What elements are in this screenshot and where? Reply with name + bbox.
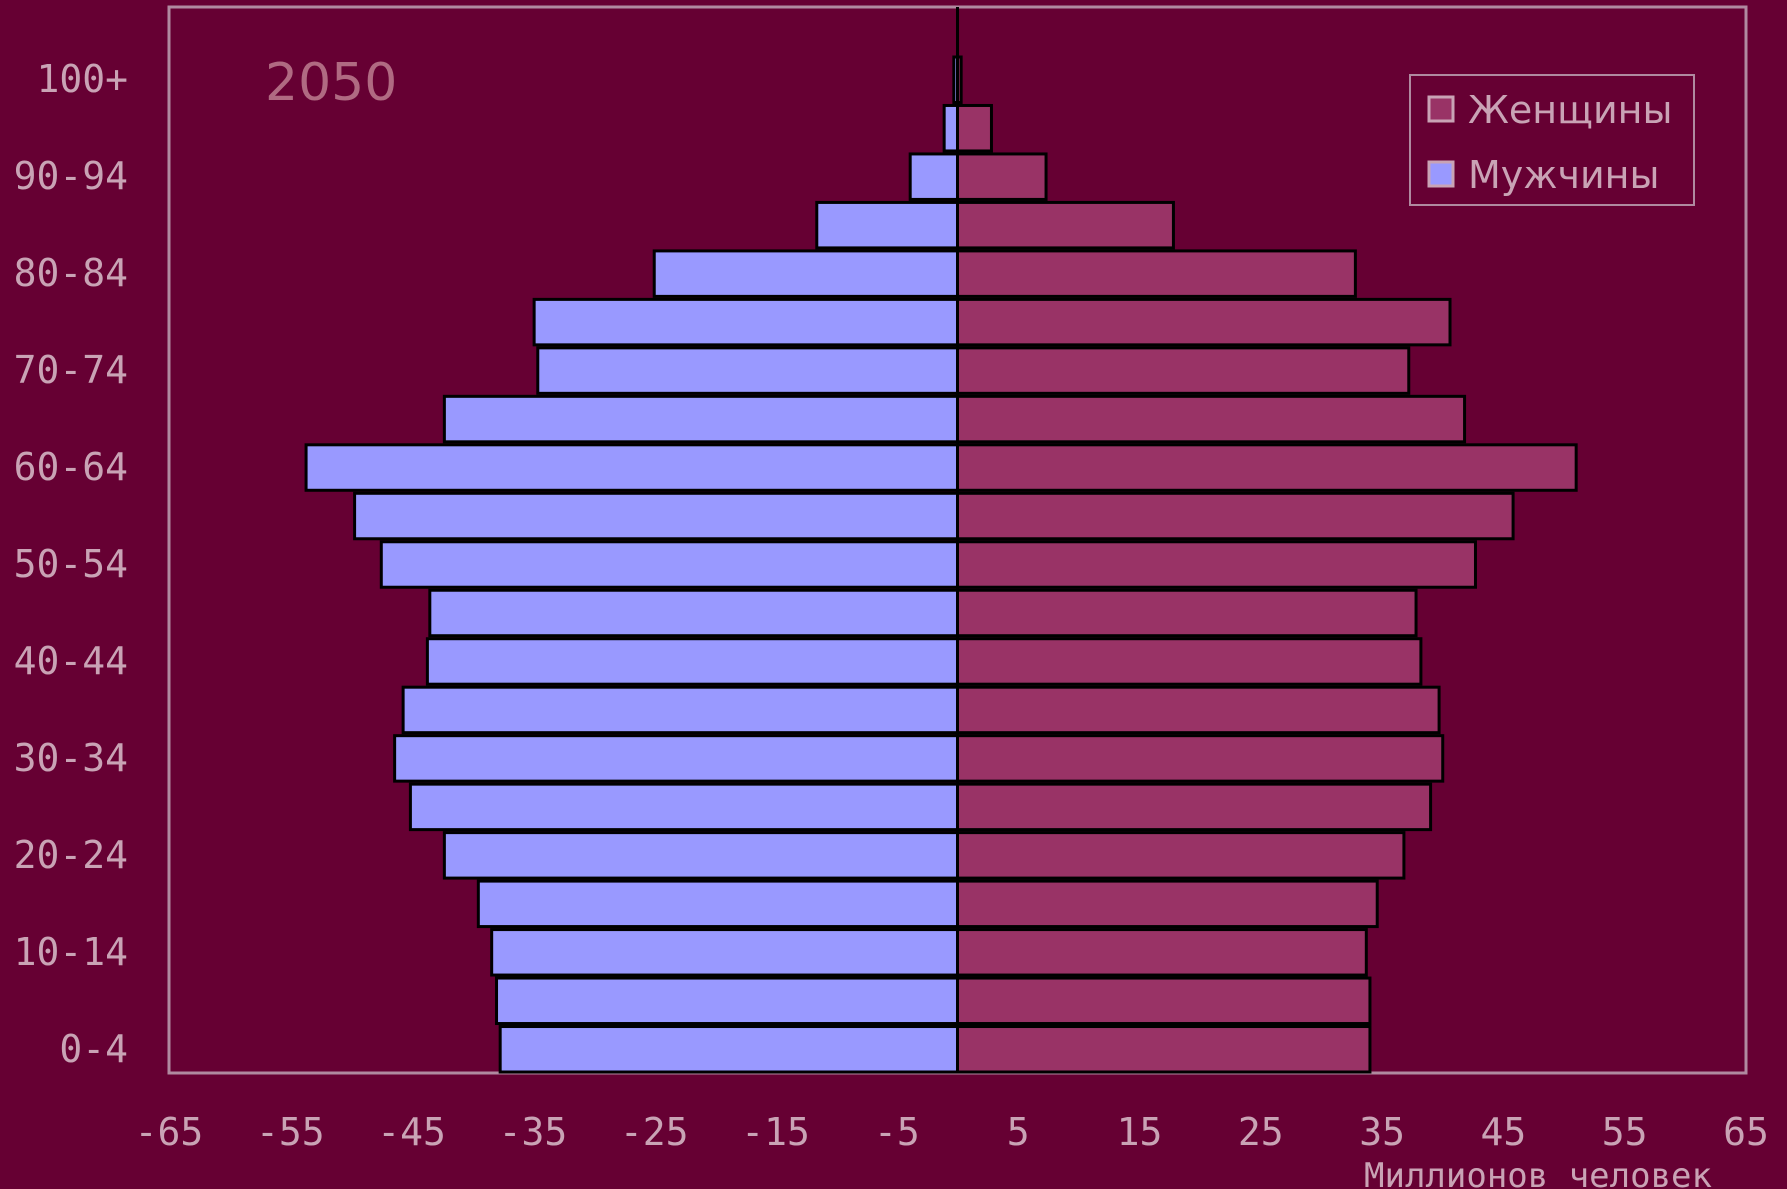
bar-men-50-54 <box>379 540 959 589</box>
y-tick-label: 40-44 <box>14 639 128 683</box>
bar-men-30-34 <box>393 734 959 783</box>
bar-women-0-4 <box>956 1025 1372 1074</box>
bar-men-80-84 <box>652 249 959 298</box>
legend-label-men: Мужчины <box>1468 153 1660 197</box>
bar-women-75-79 <box>956 297 1452 347</box>
x-tick-label: 15 <box>1117 1110 1163 1154</box>
y-tick-label: 90-94 <box>14 154 128 198</box>
legend-label-women: Женщины <box>1468 88 1673 132</box>
bar-men-10-14 <box>490 928 959 977</box>
x-tick-label: -5 <box>874 1110 920 1154</box>
bar-men-20-24 <box>442 831 959 880</box>
y-tick-label: 20-24 <box>14 833 128 877</box>
bars-layer <box>304 55 1578 1074</box>
bar-women-25-29 <box>956 782 1433 832</box>
y-tick-label: 100+ <box>36 57 128 101</box>
bar-women-60-64 <box>956 443 1578 492</box>
y-tick-labels: 0-4 10-14 20-24 30-34 40-44 50-54 60-64 70-74 80… <box>14 57 128 1071</box>
y-tick-label: 30-34 <box>14 736 128 780</box>
x-tick-label: -45 <box>377 1110 446 1154</box>
bar-women-50-54 <box>956 540 1477 589</box>
bar-women-20-24 <box>956 831 1406 880</box>
y-tick-label: 60-64 <box>14 445 128 489</box>
bar-men-15-19 <box>476 879 959 929</box>
bar-men-65-69 <box>442 394 959 444</box>
bar-men-35-39 <box>401 685 959 735</box>
bar-men-70-74 <box>536 346 959 395</box>
bar-men-75-79 <box>532 297 960 347</box>
bar-women-15-19 <box>956 879 1379 929</box>
bar-men-5-9 <box>495 976 959 1026</box>
legend-frame <box>1409 74 1695 206</box>
legend-swatch-men <box>1427 160 1455 188</box>
bar-women-40-44 <box>956 637 1423 686</box>
bar-women-10-14 <box>956 928 1368 977</box>
bar-women-65-69 <box>956 394 1467 444</box>
bar-women-90-94 <box>956 152 1048 201</box>
x-tick-label: -15 <box>741 1110 810 1154</box>
bar-men-95-99 <box>942 103 959 153</box>
y-tick-label: 10-14 <box>14 930 128 974</box>
bar-women-80-84 <box>956 249 1357 298</box>
bar-men-55-59 <box>353 491 959 541</box>
bar-women-70-74 <box>956 346 1411 395</box>
bar-men-90-94 <box>908 152 960 201</box>
bar-women-5-9 <box>956 976 1372 1026</box>
year-annotation: 2050 <box>265 53 397 113</box>
bar-women-95-99 <box>956 103 993 153</box>
bar-men-0-4 <box>498 1025 959 1074</box>
x-tick-label: 25 <box>1238 1110 1284 1154</box>
bar-men-25-29 <box>408 782 960 832</box>
bar-women-85-89 <box>956 200 1175 250</box>
x-tick-label: 45 <box>1481 1110 1527 1154</box>
bar-women-55-59 <box>956 491 1515 541</box>
legend: Женщины Мужчины <box>1409 74 1695 206</box>
x-axis-title: Миллионов человек <box>1364 1156 1712 1189</box>
x-tick-label: 65 <box>1723 1110 1769 1154</box>
x-tick-label: 35 <box>1359 1110 1405 1154</box>
bar-men-60-64 <box>304 443 959 492</box>
bar-men-85-89 <box>815 200 959 250</box>
y-tick-label: 80-84 <box>14 251 128 295</box>
x-tick-labels: -65 -55 -45 -35 -25 -15 -5 5 15 25 35 45 55 65 <box>135 1110 1769 1154</box>
y-tick-label: 0-4 <box>59 1027 128 1071</box>
bar-men-45-49 <box>428 588 959 638</box>
bar-women-30-34 <box>956 734 1445 783</box>
x-tick-label: -35 <box>499 1110 568 1154</box>
x-tick-label: 5 <box>1007 1110 1030 1154</box>
bar-women-45-49 <box>956 588 1418 638</box>
x-tick-label: 55 <box>1602 1110 1648 1154</box>
legend-swatch-women <box>1427 95 1455 123</box>
bar-men-40-44 <box>425 637 959 686</box>
x-tick-label: -65 <box>135 1110 204 1154</box>
y-tick-label: 50-54 <box>14 542 128 586</box>
x-tick-label: -25 <box>620 1110 689 1154</box>
x-tick-label: -55 <box>256 1110 325 1154</box>
y-tick-label: 70-74 <box>14 348 128 392</box>
bar-women-35-39 <box>956 685 1441 735</box>
